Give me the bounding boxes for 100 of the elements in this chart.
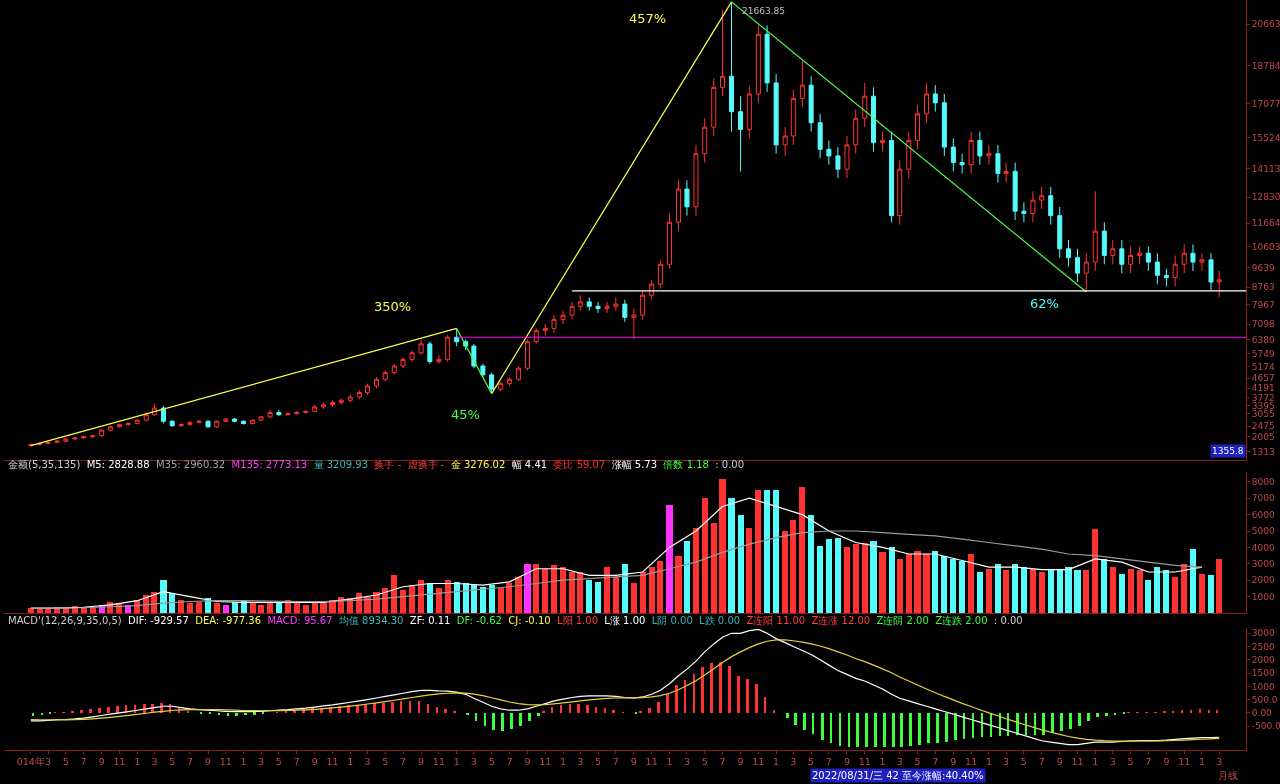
y-tick-label: 18784 <box>1251 60 1280 71</box>
bar <box>1110 567 1116 613</box>
x-tick-label: 5 <box>382 756 389 768</box>
bar <box>1096 713 1099 717</box>
candlestick <box>169 419 175 428</box>
bar <box>116 706 119 713</box>
bar <box>604 567 610 613</box>
bar <box>382 703 385 713</box>
candlestick <box>107 425 113 432</box>
bar <box>492 713 495 730</box>
candlestick <box>454 327 460 347</box>
candlestick <box>506 376 512 387</box>
candlestick <box>1039 186 1045 210</box>
x-tick-label: 1 <box>347 756 354 768</box>
bar <box>897 559 903 613</box>
bar <box>932 551 938 613</box>
x-tick-label: 3 <box>364 756 371 768</box>
candlestick <box>374 376 380 389</box>
x-tick-label: 5 <box>1020 756 1027 768</box>
bar <box>909 713 912 746</box>
candlestick <box>897 159 903 225</box>
candlestick <box>755 24 761 104</box>
candlestick <box>143 411 149 422</box>
bar <box>631 583 637 613</box>
x-tick-label: 7 <box>612 756 619 768</box>
x-tick-label: 1 <box>666 756 673 768</box>
bar <box>196 602 202 613</box>
x-tick-label: 9 <box>524 756 531 768</box>
bar <box>595 582 601 613</box>
candlestick <box>595 301 601 314</box>
candlestick <box>986 144 992 166</box>
x-tick-label: 9 <box>843 756 850 768</box>
candlestick <box>1101 221 1107 265</box>
candlestick <box>560 310 566 325</box>
candlestick <box>382 369 388 382</box>
candlestick <box>1057 206 1063 259</box>
bar <box>1057 570 1063 613</box>
bar <box>835 538 841 613</box>
candlestick <box>347 394 353 403</box>
x-tick-label: 7 <box>825 756 832 768</box>
bar <box>1025 713 1027 735</box>
bar <box>799 487 805 613</box>
x-tick-label: 5 <box>1127 756 1134 768</box>
bar <box>586 580 592 613</box>
bar <box>693 528 699 613</box>
candlestick <box>906 131 912 179</box>
bar <box>1181 564 1187 613</box>
bar <box>595 707 597 713</box>
bar <box>941 556 947 613</box>
annotation: 62% <box>1030 296 1059 311</box>
bar <box>227 713 229 716</box>
bar <box>1060 713 1063 731</box>
candlestick <box>125 421 131 427</box>
bar <box>484 713 486 726</box>
bar <box>773 490 779 613</box>
x-tick-label: 7 <box>719 756 726 768</box>
candlestick <box>498 380 504 392</box>
candlestick <box>1216 270 1222 298</box>
bar <box>475 713 477 721</box>
bar <box>786 713 789 718</box>
bar <box>746 528 752 613</box>
bar <box>1119 574 1125 613</box>
bar <box>1208 575 1214 613</box>
bar <box>879 552 886 613</box>
bar <box>489 585 495 613</box>
bar <box>981 713 983 737</box>
candlestick <box>515 365 521 382</box>
bar <box>391 575 397 613</box>
bar <box>1190 549 1196 613</box>
candlestick <box>391 363 397 376</box>
bar <box>794 713 797 725</box>
candlestick <box>746 84 752 139</box>
x-tick-label: 1 <box>985 756 992 768</box>
candlestick <box>977 131 983 166</box>
y-tick-label: 0.00 <box>1251 708 1273 719</box>
bar <box>666 694 669 713</box>
candlestick <box>924 82 930 124</box>
candlestick <box>853 108 859 155</box>
candlestick <box>1154 252 1160 285</box>
x-tick-label: 3 <box>258 756 265 768</box>
bar <box>889 547 895 613</box>
bar <box>865 713 868 747</box>
bar <box>1216 710 1218 713</box>
candlestick <box>1145 246 1151 272</box>
candlestick <box>889 131 895 223</box>
x-tick-label: 11 <box>858 756 871 768</box>
bar <box>32 713 34 716</box>
bar <box>977 572 983 613</box>
x-tick-label: 5 <box>488 756 495 768</box>
candlestick <box>480 363 486 378</box>
candlestick <box>1003 162 1009 183</box>
bar <box>972 713 974 738</box>
candlestick <box>569 301 575 321</box>
candlestick <box>782 126 788 157</box>
x-tick-label: 3 <box>1216 756 1223 768</box>
candlestick <box>533 327 539 345</box>
bar <box>738 515 744 613</box>
candlestick <box>1190 243 1196 272</box>
bar <box>1087 713 1090 721</box>
y-tick-label: 3000 <box>1251 558 1275 569</box>
